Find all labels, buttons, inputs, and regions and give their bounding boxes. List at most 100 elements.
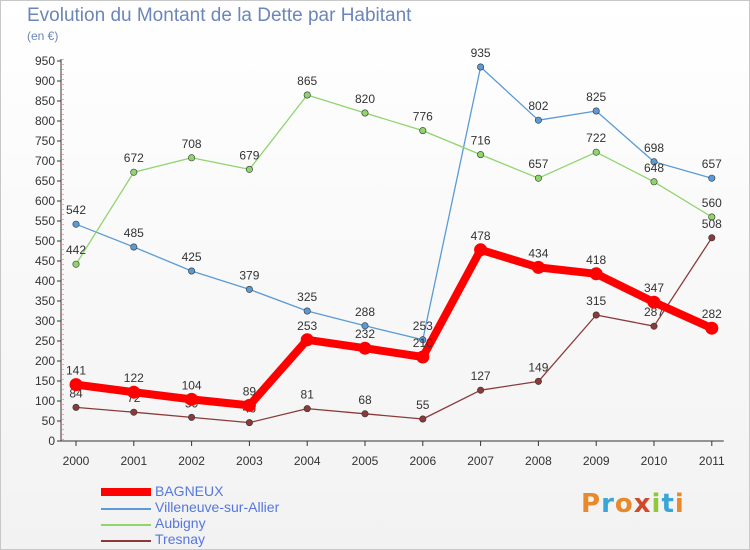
data-point-tresnay [130,408,138,416]
data-point-bagneux [358,341,372,355]
x-tick-label: 2010 [641,454,668,468]
x-tick-label: 2008 [525,454,552,468]
data-point-bagneux [705,321,719,335]
data-label-villeneuve-sur-allier: 657 [702,157,722,171]
data-point-tresnay [592,311,600,319]
data-point-tresnay [534,377,542,385]
legend-label-villeneuve: Villeneuve-sur-Allier [155,499,280,515]
data-point-tresnay [361,410,369,418]
data-point-villeneuve-sur-allier [650,158,658,166]
y-tick-label: 700 [35,154,55,168]
legend-label-aubigny: Aubigny [155,515,206,531]
series-line-villeneuve-sur-allier [75,66,713,341]
y-tick-label: 850 [35,94,55,108]
data-label-villeneuve-sur-allier: 485 [124,226,144,240]
x-tick-label: 2002 [178,454,205,468]
data-point-villeneuve-sur-allier [188,267,196,275]
legend-swatch-aubigny [101,524,151,526]
data-point-bagneux [127,385,141,399]
x-tick-label: 2004 [294,454,321,468]
data-point-villeneuve-sur-allier [708,174,716,182]
data-label-aubigny: 722 [586,131,606,145]
data-point-villeneuve-sur-allier [592,107,600,115]
data-point-bagneux [69,378,83,392]
data-point-villeneuve-sur-allier [130,243,138,251]
y-tick-label: 0 [48,434,55,448]
data-point-aubigny [650,178,658,186]
data-label-villeneuve-sur-allier: 825 [586,90,606,104]
y-tick-label: 400 [35,274,55,288]
legend-swatch-bagneux [101,488,151,496]
data-label-aubigny: 865 [297,74,317,88]
legend-swatch-tresnay [101,540,151,542]
data-point-villeneuve-sur-allier [534,116,542,124]
data-point-bagneux [242,398,256,412]
x-tick-label: 2000 [63,454,90,468]
data-point-bagneux [185,392,199,406]
data-label-aubigny: 679 [239,148,259,162]
data-label-tresnay: 508 [702,217,722,231]
data-label-bagneux: 141 [66,364,86,378]
data-label-bagneux: 418 [586,253,606,267]
data-label-aubigny: 776 [413,110,433,124]
logo-letter: r [601,489,615,519]
data-point-villeneuve-sur-allier [303,307,311,315]
data-point-bagneux [416,350,430,364]
chart-subtitle: (en €) [27,29,59,43]
y-tick-label: 500 [35,234,55,248]
data-label-tresnay: 149 [528,360,548,374]
data-label-aubigny: 560 [702,196,722,210]
data-label-villeneuve-sur-allier: 935 [471,46,491,60]
y-tick-label: 300 [35,314,55,328]
y-tick-label: 650 [35,174,55,188]
data-point-aubigny [130,168,138,176]
data-label-bagneux: 122 [124,371,144,385]
chart-title: Evolution du Montant de la Dette par Hab… [27,5,412,26]
data-point-tresnay [477,386,485,394]
data-point-aubigny [245,165,253,173]
data-point-tresnay [708,234,716,242]
data-point-tresnay [188,413,196,421]
x-tick-label: 2001 [120,454,147,468]
data-label-villeneuve-sur-allier: 325 [297,290,317,304]
y-tick-label: 450 [35,254,55,268]
y-tick-label: 250 [35,334,55,348]
data-label-bagneux: 347 [644,281,664,295]
data-label-tresnay: 68 [358,393,372,407]
data-label-villeneuve-sur-allier: 425 [182,250,202,264]
data-label-villeneuve-sur-allier: 379 [239,268,259,282]
y-tick-label: 100 [35,394,55,408]
data-label-aubigny: 648 [644,161,664,175]
data-label-aubigny: 442 [66,243,86,257]
logo-letter: P [581,489,602,519]
y-tick-label: 950 [35,54,55,68]
data-label-bagneux: 282 [702,307,722,321]
line-chart: 0 50 100 150 200 250 300 350 400 450 500 550 600 650 7… [35,46,725,468]
y-tick-label: 900 [35,74,55,88]
x-tick-label: 2007 [467,454,494,468]
x-tick-label: 2011 [699,454,725,468]
data-label-villeneuve-sur-allier: 802 [528,99,548,113]
y-tick-label: 600 [35,194,55,208]
data-label-tresnay: 127 [471,369,491,383]
data-label-bagneux: 89 [243,384,257,398]
data-point-villeneuve-sur-allier [245,285,253,293]
data-point-tresnay [650,322,658,330]
data-point-aubigny [72,260,80,268]
legend-label-bagneux: BAGNEUX [155,483,224,499]
y-tick-label: 350 [35,294,55,308]
series-line-bagneux [72,245,716,410]
x-tick-label: 2003 [236,454,263,468]
y-tick-label: 200 [35,354,55,368]
data-point-tresnay [303,405,311,413]
data-point-bagneux [300,333,314,347]
data-label-villeneuve-sur-allier: 698 [644,141,664,155]
data-label-villeneuve-sur-allier: 542 [66,203,86,217]
data-point-tresnay [245,419,253,427]
data-point-bagneux [474,243,488,257]
x-tick-label: 2006 [409,454,436,468]
series-line-aubigny [75,94,713,265]
data-label-tresnay: 81 [301,388,315,402]
data-label-bagneux: 232 [355,327,375,341]
